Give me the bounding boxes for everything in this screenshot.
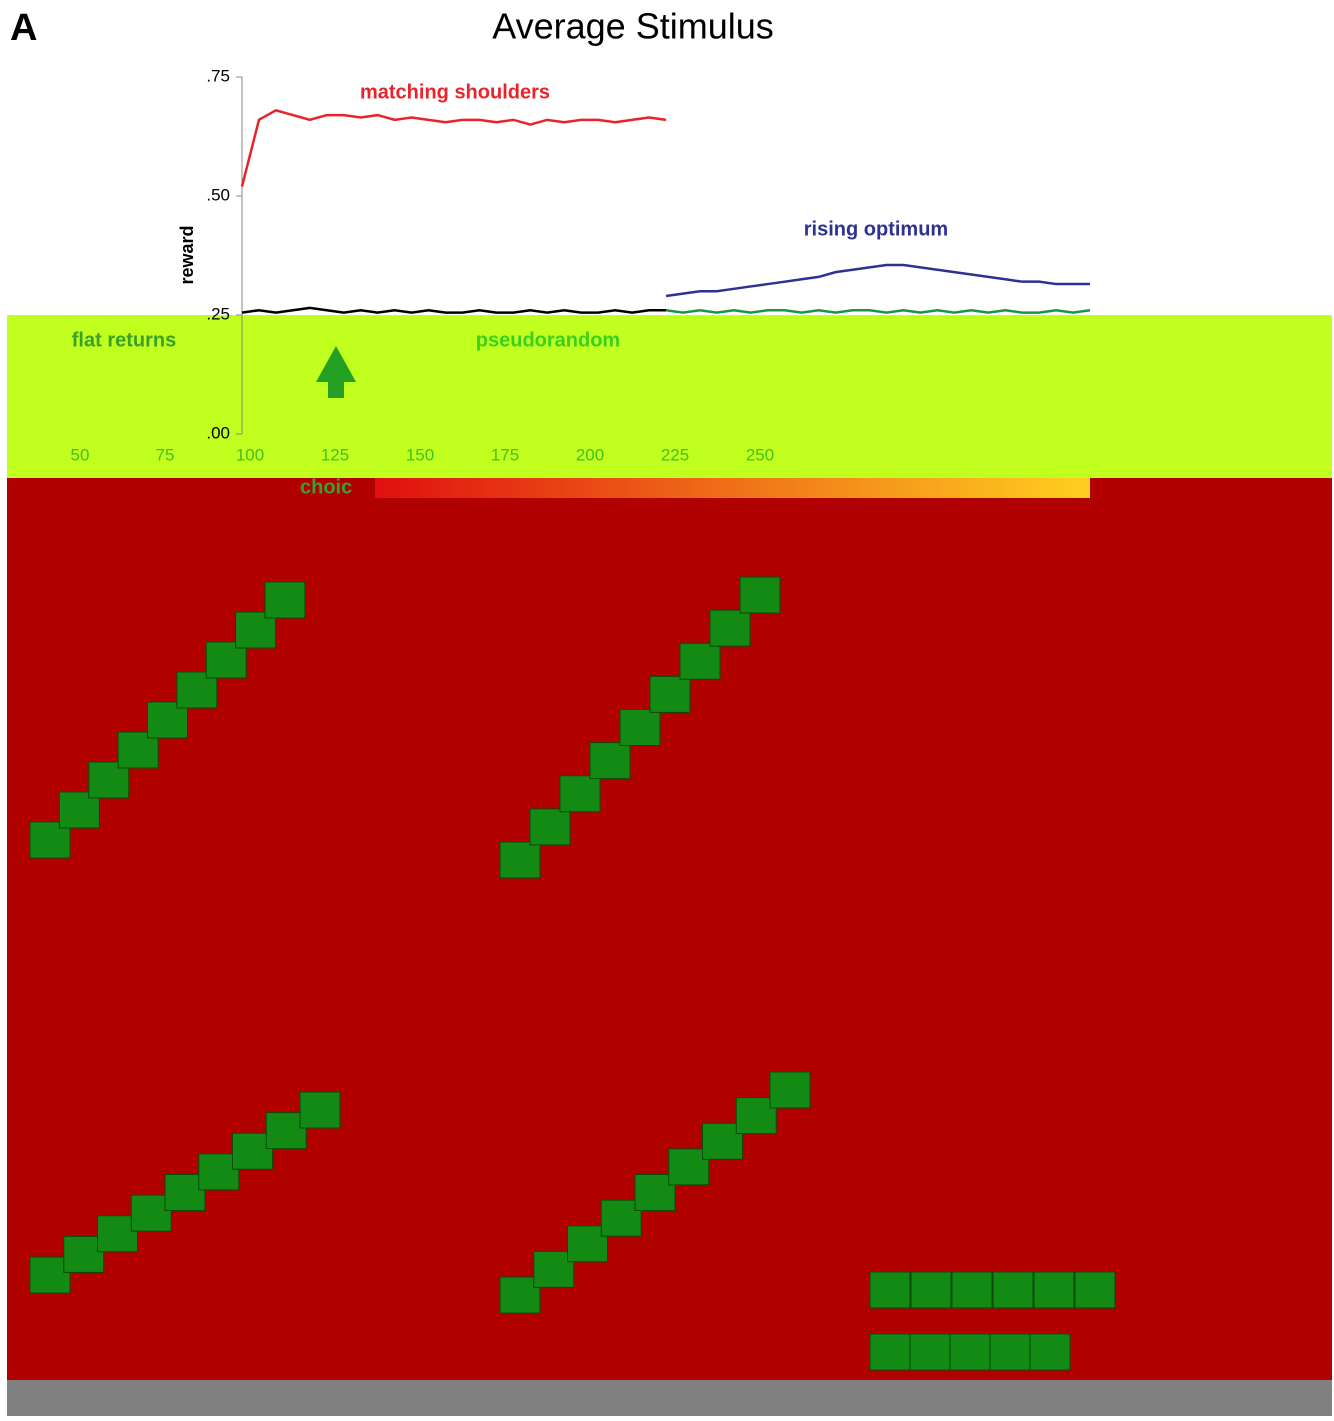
step-block bbox=[1034, 1272, 1074, 1308]
step-block bbox=[952, 1272, 992, 1308]
panel-label: A bbox=[10, 7, 37, 49]
annotation: pseudorandom bbox=[476, 329, 620, 351]
step-block bbox=[300, 1092, 340, 1128]
y-tick-label: .00 bbox=[206, 423, 230, 442]
x-tick-label: 175 bbox=[491, 445, 519, 464]
step-block bbox=[680, 643, 720, 679]
x-tick-label: 125 bbox=[321, 445, 349, 464]
series-line bbox=[242, 110, 666, 186]
step-block bbox=[870, 1334, 910, 1370]
y-tick-label: .50 bbox=[206, 185, 230, 204]
annotation: matching shoulders bbox=[360, 81, 550, 103]
step-block bbox=[770, 1072, 810, 1108]
step-block bbox=[1030, 1334, 1070, 1370]
lower-region bbox=[7, 478, 1332, 1380]
bottom-strip bbox=[7, 1380, 1332, 1416]
step-block bbox=[740, 577, 780, 613]
step-block bbox=[993, 1272, 1033, 1308]
y-tick-label: .75 bbox=[206, 66, 230, 85]
x-tick-label: 250 bbox=[746, 445, 774, 464]
step-block bbox=[990, 1334, 1030, 1370]
series-line bbox=[242, 308, 666, 313]
annotation: rising optimum bbox=[804, 218, 948, 240]
step-block bbox=[910, 1334, 950, 1370]
x-tick-label: 200 bbox=[576, 445, 604, 464]
step-block bbox=[560, 776, 600, 812]
y-axis-label: reward bbox=[177, 225, 197, 284]
step-block bbox=[265, 582, 305, 618]
annotation: choic bbox=[300, 476, 352, 498]
x-tick-label: 75 bbox=[156, 445, 175, 464]
figure: A Average Stimulus reward matching shoul… bbox=[0, 0, 1334, 1416]
x-tick-label: 50 bbox=[71, 445, 90, 464]
series-line bbox=[666, 265, 1090, 296]
step-block bbox=[911, 1272, 951, 1308]
chart-title: Average Stimulus bbox=[492, 6, 773, 47]
step-block bbox=[620, 710, 660, 746]
step-block bbox=[500, 842, 540, 878]
step-block bbox=[530, 809, 570, 845]
gradient-bar bbox=[375, 478, 1090, 498]
x-tick-label: 225 bbox=[661, 445, 689, 464]
step-block bbox=[650, 676, 690, 712]
step-block bbox=[950, 1334, 990, 1370]
annotation: flat returns bbox=[72, 329, 176, 351]
step-block bbox=[870, 1272, 910, 1308]
x-tick-label: 150 bbox=[406, 445, 434, 464]
step-block bbox=[590, 743, 630, 779]
step-block bbox=[710, 610, 750, 646]
series-line bbox=[666, 310, 1090, 312]
y-tick-label: .25 bbox=[206, 304, 230, 323]
x-tick-label: 100 bbox=[236, 445, 264, 464]
step-block bbox=[1075, 1272, 1115, 1308]
